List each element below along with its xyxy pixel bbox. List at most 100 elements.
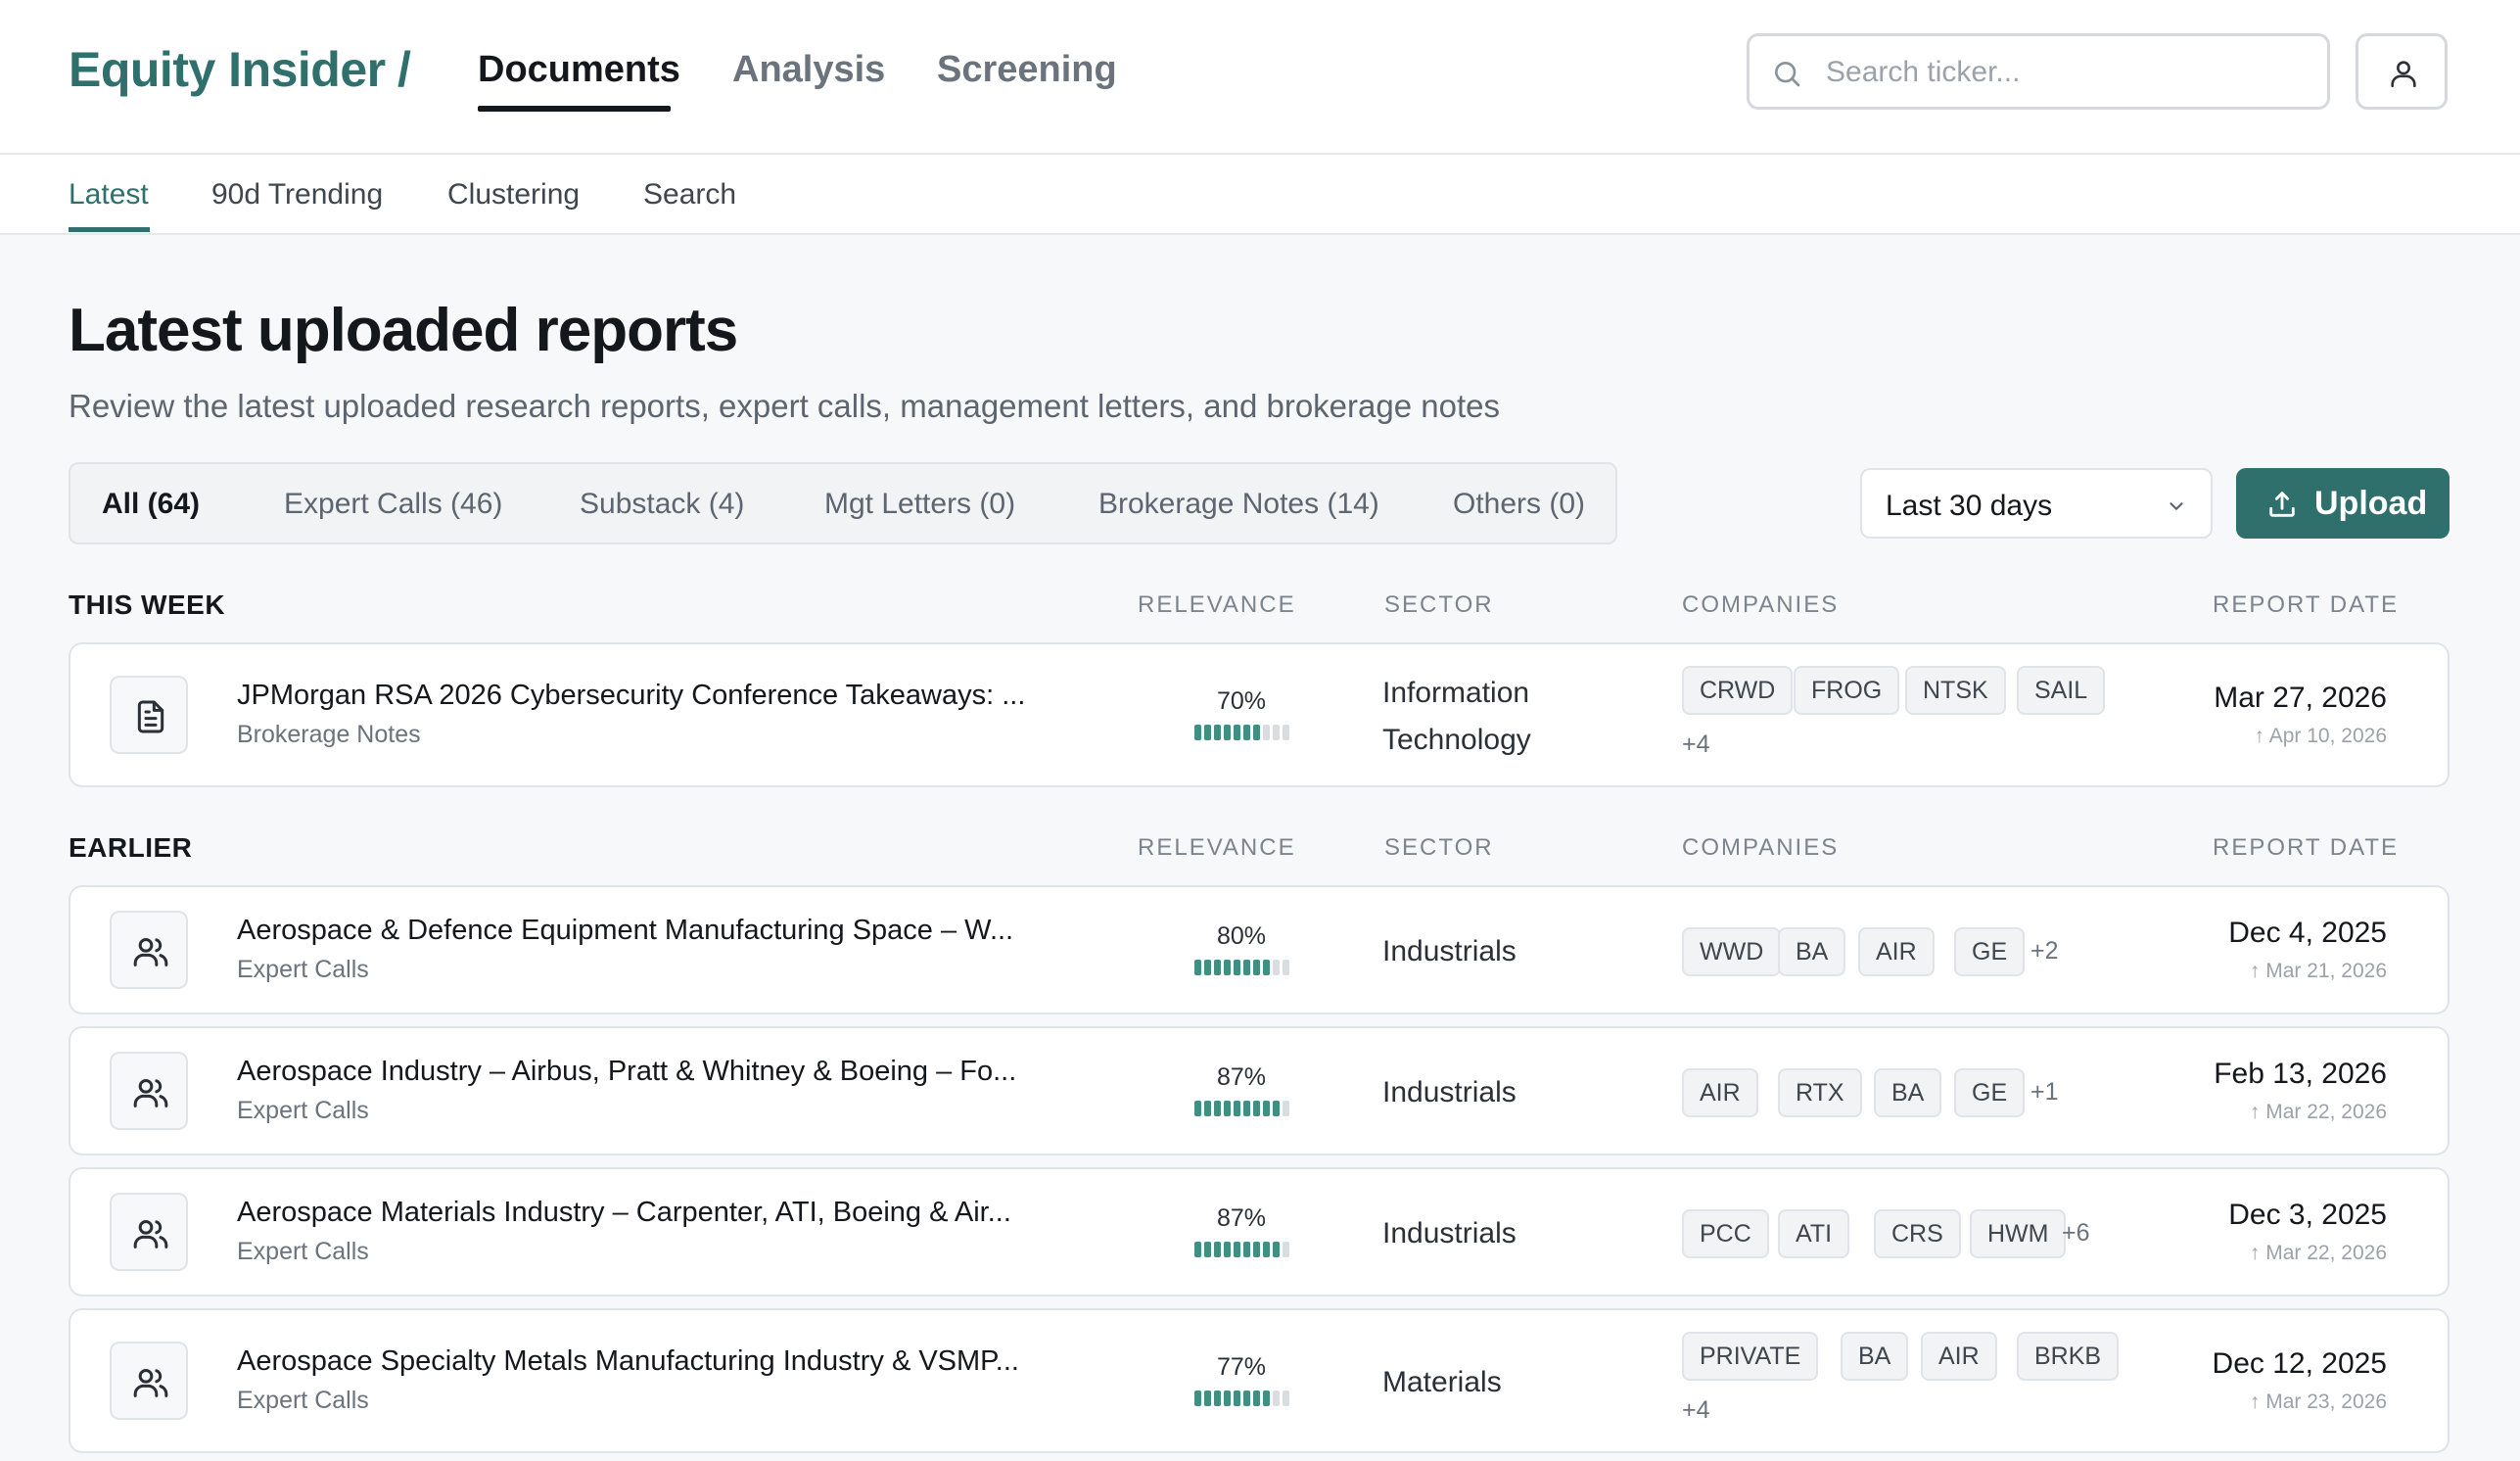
more-companies[interactable]: +2 [2030, 937, 2059, 965]
tab-documents[interactable]: Documents [478, 49, 680, 90]
relevance-segment [1272, 725, 1280, 740]
relevance-meter [1153, 1101, 1330, 1116]
more-companies[interactable]: +1 [2030, 1078, 2059, 1106]
relevance-segment [1193, 1242, 1201, 1257]
sector-label: Industrials [1382, 1210, 1517, 1257]
document-type-filter: All (64) Expert Calls (46) Substack (4) … [69, 462, 1617, 544]
report-row[interactable]: Aerospace Industry – Airbus, Pratt & Whi… [69, 1026, 2450, 1155]
arrow-up-icon: ↑ [2254, 725, 2269, 747]
report-title[interactable]: Aerospace Industry – Airbus, Pratt & Whi… [237, 1056, 1017, 1087]
company-ticker-chip[interactable]: SAIL [2017, 666, 2106, 715]
filter-others[interactable]: Others (0) [1453, 488, 1586, 520]
company-ticker-chip[interactable]: RTX [1778, 1068, 1862, 1117]
upload-label: Upload [2314, 485, 2428, 522]
sector-line: Technology [1382, 724, 1531, 756]
column-header-report-date[interactable]: REPORT DATE [2213, 834, 2400, 861]
company-ticker-chip[interactable]: PCC [1682, 1209, 1769, 1258]
company-ticker-chip[interactable]: CRS [1874, 1209, 1961, 1258]
brand-logo[interactable]: Equity Insider [69, 42, 386, 97]
column-header-sector[interactable]: SECTOR [1384, 834, 1494, 861]
relevance-segment [1193, 1101, 1201, 1116]
relevance-segment [1203, 1101, 1211, 1116]
relevance-segment [1203, 1390, 1211, 1406]
upload-button[interactable]: Upload [2236, 468, 2450, 539]
relevance-segment [1203, 960, 1211, 975]
arrow-up-icon: ↑ [2249, 960, 2266, 982]
user-account-button[interactable] [2356, 33, 2448, 110]
uploaded-date-value: Mar 23, 2026 [2265, 1390, 2387, 1413]
company-ticker-chip[interactable]: ATI [1778, 1209, 1850, 1258]
filter-expert-calls[interactable]: Expert Calls (46) [284, 488, 503, 520]
brand-separator: / [397, 42, 411, 97]
filter-mgt-letters[interactable]: Mgt Letters (0) [824, 488, 1016, 520]
company-ticker-chip[interactable]: BA [1778, 927, 1846, 976]
company-ticker-chip[interactable]: PRIVATE [1682, 1332, 1819, 1381]
company-ticker-chip[interactable]: GE [1954, 1068, 2026, 1117]
relevance-percent: 87% [1216, 1063, 1267, 1091]
company-ticker-chip[interactable]: AIR [1682, 1068, 1758, 1117]
relevance-segment [1242, 1101, 1250, 1116]
report-row[interactable]: Aerospace & Defence Equipment Manufactur… [69, 885, 2450, 1014]
report-title[interactable]: Aerospace & Defence Equipment Manufactur… [237, 915, 1014, 946]
search-box[interactable] [1747, 33, 2330, 110]
report-date: Dec 12, 2025 [2212, 1347, 2387, 1380]
column-header-relevance[interactable]: RELEVANCE [1138, 591, 1296, 618]
relevance-segment [1282, 725, 1289, 740]
report-title[interactable]: Aerospace Specialty Metals Manufacturing… [237, 1345, 1019, 1377]
section-label: THIS WEEK [69, 589, 226, 620]
relevance-segment [1203, 1242, 1211, 1257]
company-ticker-chip[interactable]: BA [1841, 1332, 1909, 1381]
column-header-companies[interactable]: COMPANIES [1682, 834, 1840, 861]
tab-screening[interactable]: Screening [937, 49, 1117, 90]
column-header-companies[interactable]: COMPANIES [1682, 591, 1840, 618]
sector-line: Industrials [1382, 935, 1517, 967]
relevance-segment [1213, 725, 1221, 740]
company-ticker-chip[interactable]: BRKB [2017, 1332, 2120, 1381]
company-ticker-chip[interactable]: BA [1874, 1068, 1942, 1117]
relevance-meter [1153, 725, 1330, 740]
more-companies[interactable]: +6 [2062, 1219, 2090, 1247]
report-type-badge [110, 911, 188, 989]
column-header-sector[interactable]: SECTOR [1384, 591, 1494, 618]
report-row[interactable]: JPMorgan RSA 2026 Cybersecurity Conferen… [69, 642, 2450, 787]
report-row[interactable]: Aerospace Materials Industry – Carpenter… [69, 1167, 2450, 1296]
more-companies[interactable]: +4 [1682, 1396, 1710, 1424]
company-ticker-chip[interactable]: WWD [1682, 927, 1782, 976]
subtab-search[interactable]: Search [643, 178, 737, 211]
filter-brokerage-notes[interactable]: Brokerage Notes (14) [1098, 488, 1379, 520]
company-ticker-chip[interactable]: FROG [1794, 666, 1900, 715]
search-input[interactable] [1826, 50, 2306, 95]
relevance-segment [1242, 960, 1250, 975]
relevance-segment [1233, 1390, 1240, 1406]
report-title[interactable]: JPMorgan RSA 2026 Cybersecurity Conferen… [237, 680, 1026, 711]
subtab-latest[interactable]: Latest [69, 178, 149, 211]
relevance-segment [1242, 725, 1250, 740]
date-range-select[interactable]: Last 30 days [1860, 468, 2213, 539]
uploaded-date: ↑ Mar 23, 2026 [2250, 1390, 2387, 1414]
report-type-badge [110, 1193, 188, 1271]
more-companies[interactable]: +4 [1682, 730, 1710, 758]
report-date: Dec 4, 2025 [2228, 917, 2387, 949]
column-header-relevance[interactable]: RELEVANCE [1138, 834, 1296, 861]
company-ticker-chip[interactable]: HWM [1970, 1209, 2067, 1258]
company-ticker-chip[interactable]: GE [1954, 927, 2026, 976]
sector-line: Information [1382, 677, 1530, 709]
column-header-report-date[interactable]: REPORT DATE [2213, 591, 2400, 618]
company-ticker-chip[interactable]: NTSK [1905, 666, 2006, 715]
company-ticker-chip[interactable]: AIR [1921, 1332, 1997, 1381]
relevance-segment [1262, 960, 1270, 975]
arrow-up-icon: ↑ [2249, 1242, 2266, 1264]
company-ticker-chip[interactable]: AIR [1858, 927, 1935, 976]
company-ticker-chip[interactable]: CRWD [1682, 666, 1794, 715]
subtab-90d-trending[interactable]: 90d Trending [211, 178, 384, 211]
top-bar: Equity Insider / Documents Analysis Scre… [0, 0, 2520, 155]
filter-substack[interactable]: Substack (4) [580, 488, 745, 520]
report-title[interactable]: Aerospace Materials Industry – Carpenter… [237, 1197, 1011, 1228]
uploaded-date: ↑ Apr 10, 2026 [2255, 725, 2387, 748]
report-row[interactable]: Aerospace Specialty Metals Manufacturing… [69, 1308, 2450, 1453]
filter-all[interactable]: All (64) [102, 488, 201, 520]
sector-label: Industrials [1382, 928, 1517, 975]
tab-analysis[interactable]: Analysis [732, 49, 886, 90]
subtab-clustering[interactable]: Clustering [447, 178, 581, 211]
report-type: Expert Calls [237, 1387, 369, 1414]
